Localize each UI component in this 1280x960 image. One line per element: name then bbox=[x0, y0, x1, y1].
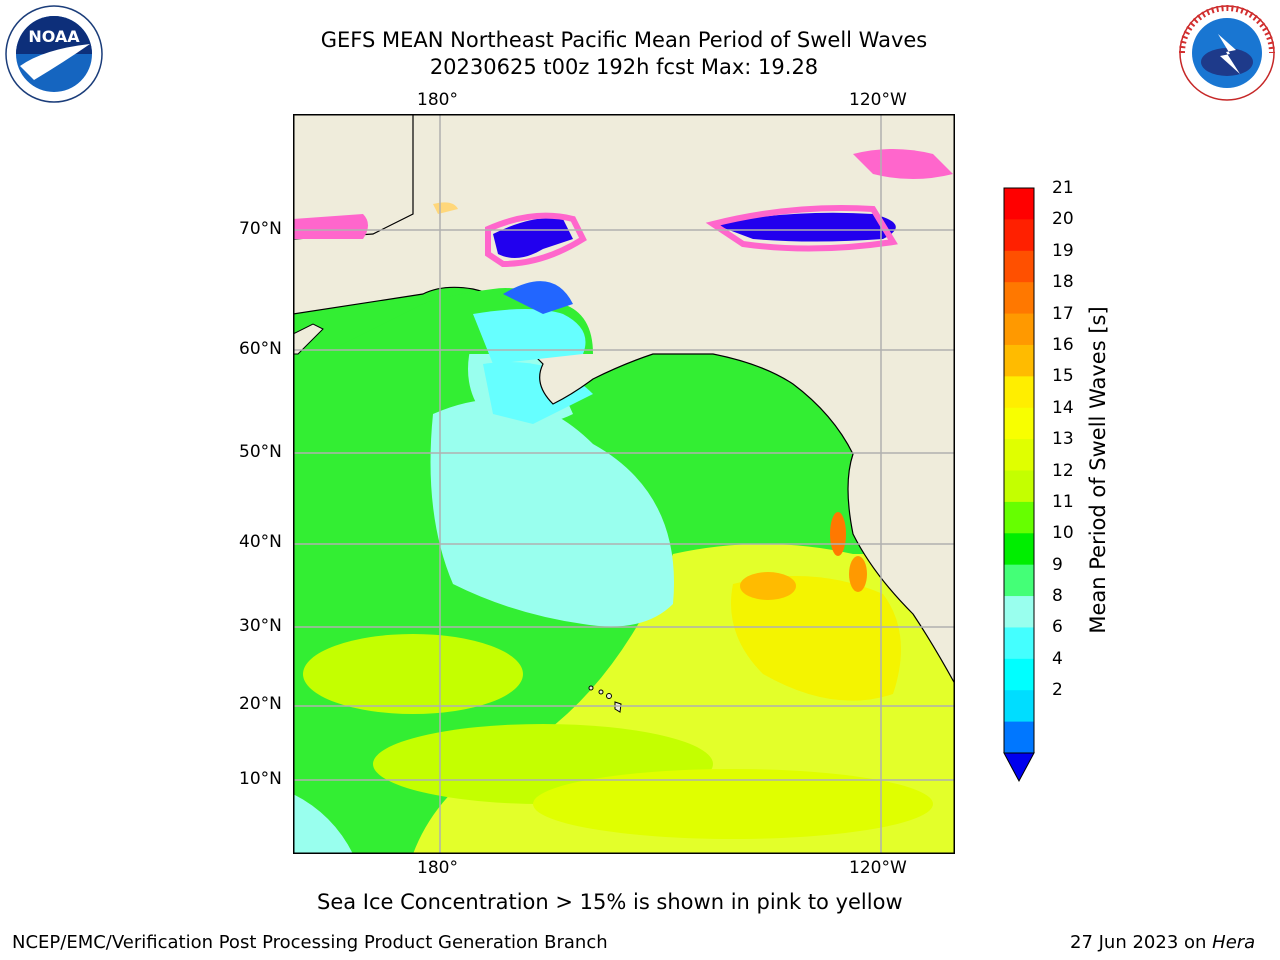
colorbar-tick-label: 8 bbox=[1052, 586, 1063, 607]
colorbar-tick-label: 13 bbox=[1052, 429, 1074, 450]
colorbar-tick-label: 11 bbox=[1052, 491, 1074, 512]
colorbar-ticks: 21 20 19 18 17 16 15 14 13 12 11 10 9 8 6 4 2 bbox=[1052, 178, 1102, 786]
credit-text: NCEP/EMC/Verification Post Processing Pr… bbox=[12, 932, 608, 953]
hawaii-islands bbox=[588, 685, 622, 713]
colorbar-bin bbox=[1004, 407, 1034, 440]
colorbar-bin bbox=[1004, 250, 1034, 283]
lat-label-20n: 20°N bbox=[239, 694, 282, 714]
lon-label-bottom-180: 180° bbox=[417, 858, 458, 878]
map-svg bbox=[293, 114, 955, 854]
swell-17s-patch bbox=[740, 572, 796, 600]
colorbar-tick-label: 18 bbox=[1052, 272, 1074, 293]
colorbar-bin bbox=[1004, 313, 1034, 346]
swell-13s-patch-south bbox=[533, 769, 933, 839]
sea-ice-beaufort bbox=[713, 212, 896, 242]
colorbar-tick-label: 2 bbox=[1052, 680, 1063, 701]
swell-12s-patch-west bbox=[303, 634, 523, 714]
nws-logo bbox=[1178, 4, 1276, 102]
colorbar-bin bbox=[1004, 501, 1034, 534]
colorbar-bin bbox=[1004, 376, 1034, 409]
swell-short-period-southwest bbox=[293, 794, 353, 854]
lat-label-70n: 70°N bbox=[239, 219, 282, 239]
lat-label-40n: 40°N bbox=[239, 532, 282, 552]
lon-label-top-120w: 120°W bbox=[849, 90, 907, 110]
colorbar-bin bbox=[1004, 188, 1034, 220]
colorbar-label: Mean Period of Swell Waves [s] bbox=[1086, 306, 1110, 634]
swell-15s-zone bbox=[731, 576, 901, 701]
colorbar-bin bbox=[1004, 658, 1034, 691]
colorbar-bin bbox=[1004, 721, 1034, 754]
colorbar-svg bbox=[1003, 187, 1035, 783]
colorbar-tick-label: 16 bbox=[1052, 334, 1074, 355]
swell-18s-patch bbox=[849, 556, 867, 592]
colorbar-bin bbox=[1004, 439, 1034, 471]
lat-label-60n: 60°N bbox=[239, 339, 282, 359]
lat-label-50n: 50°N bbox=[239, 442, 282, 462]
sea-ice-beaufort-edge bbox=[705, 205, 898, 252]
colorbar-bin bbox=[1004, 627, 1034, 660]
title-line-2: 20230625 t00z 192h fcst Max: 19.28 bbox=[429, 55, 819, 79]
colorbar-bin bbox=[1004, 533, 1034, 566]
colorbar-bin bbox=[1004, 564, 1034, 597]
lon-label-bottom-120w: 120°W bbox=[849, 858, 907, 878]
colorbar-bin bbox=[1004, 596, 1034, 628]
lat-label-30n: 30°N bbox=[239, 616, 282, 636]
kamchatka-land bbox=[293, 323, 324, 355]
swell-short-period-zone bbox=[430, 399, 674, 627]
lon-label-top-180: 180° bbox=[417, 90, 458, 110]
map-panel bbox=[293, 114, 955, 854]
colorbar-bin bbox=[1004, 470, 1034, 503]
noaa-logo: NOAA bbox=[4, 4, 104, 104]
sea-ice-chukchi bbox=[493, 218, 573, 258]
run-date-text: 27 Jun 2023 on bbox=[1070, 932, 1213, 953]
colorbar-under-arrow bbox=[1003, 752, 1035, 783]
colorbar-tick-label: 14 bbox=[1052, 397, 1074, 418]
sea-ice-archipelago bbox=[853, 149, 953, 179]
asia-land bbox=[293, 114, 414, 240]
map-frame bbox=[293, 114, 955, 854]
lat-label-10n: 10°N bbox=[239, 769, 282, 789]
colorbar-tick-label: 9 bbox=[1052, 554, 1063, 575]
run-date: 27 Jun 2023 on Hera bbox=[1070, 932, 1255, 953]
swell-max-patch bbox=[830, 512, 846, 556]
colorbar-bin bbox=[1004, 344, 1034, 377]
colorbar-bin bbox=[1004, 282, 1034, 315]
bering-deep bbox=[503, 281, 573, 314]
colorbar bbox=[1000, 186, 1048, 786]
colorbar-tick-label: 21 bbox=[1052, 178, 1074, 198]
graticule bbox=[293, 114, 955, 854]
colorbar-tick-label: 15 bbox=[1052, 366, 1074, 387]
colorbar-tick-label: 10 bbox=[1052, 523, 1074, 544]
title-line-1: GEFS MEAN Northeast Pacific Mean Period … bbox=[320, 28, 928, 52]
colorbar-frame bbox=[1003, 187, 1035, 753]
sea-ice-siberia bbox=[293, 214, 368, 239]
colorbar-tick-label: 6 bbox=[1052, 617, 1063, 638]
colorbar-tick-label: 12 bbox=[1052, 460, 1074, 481]
colorbar-tick-label: 19 bbox=[1052, 240, 1074, 261]
sea-ice-note: Sea Ice Concentration > 15% is shown in … bbox=[317, 890, 903, 914]
colorbar-tick-label: 20 bbox=[1052, 209, 1074, 230]
colorbar-tick-label: 17 bbox=[1052, 303, 1074, 324]
machine-name: Hera bbox=[1212, 932, 1256, 953]
noaa-logo-text: NOAA bbox=[28, 27, 80, 46]
colorbar-bin bbox=[1004, 690, 1034, 723]
sea-ice-chukchi-edge bbox=[485, 212, 587, 268]
colorbar-bin bbox=[1004, 219, 1034, 252]
colorbar-tick-label: 4 bbox=[1052, 648, 1063, 669]
chart-title: GEFS MEAN Northeast Pacific Mean Period … bbox=[0, 27, 1248, 81]
